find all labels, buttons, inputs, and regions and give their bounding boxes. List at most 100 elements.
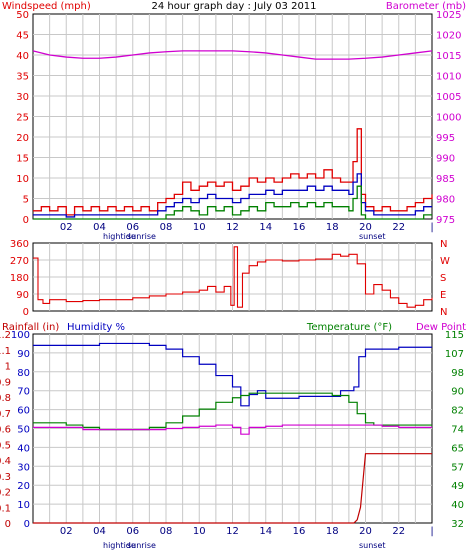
- direction-tick: 270: [10, 256, 29, 267]
- barometer-tick: 1015: [436, 51, 461, 62]
- direction-series: [33, 246, 433, 308]
- humidity-tick: 40: [17, 443, 30, 454]
- wind-tick: 0: [23, 215, 29, 226]
- humidity-y-ticks: 0 10 20 30 40 50 60 70 80 90 100: [11, 330, 30, 530]
- x-tick-label: 12: [226, 526, 239, 537]
- wind-tick: 50: [16, 10, 29, 21]
- x-tick-label: 20: [359, 526, 372, 537]
- barometer-tick: 1025: [436, 10, 461, 21]
- humidity-tick: 80: [17, 368, 30, 379]
- humidity-tick: 70: [17, 387, 30, 398]
- sunset-label: sunset: [359, 232, 386, 241]
- barometer-tick: 995: [436, 133, 455, 144]
- barometer-y-ticks: 975 980 985 990 995 1000 1005 1010 1015 1020 1025: [436, 10, 461, 226]
- series-dewpoint: [33, 424, 432, 435]
- series-gust: [33, 128, 433, 216]
- rain-tick: 0.3: [0, 472, 11, 483]
- temperature-y-ticks: 32 40 49 57 65 74 82 90 98 107 115: [445, 330, 464, 530]
- x-tick-end: |: [430, 526, 433, 537]
- direction-tick: 360: [10, 239, 29, 250]
- rain-tick: 1.2: [0, 330, 11, 341]
- rain-tick: 1: [5, 362, 11, 373]
- temperature-tick: 65: [451, 443, 464, 454]
- temperature-tick: 98: [451, 368, 464, 379]
- humidity-tick: 10: [17, 500, 30, 511]
- barometer-tick: 1020: [436, 31, 461, 42]
- x-tick-label: 02: [60, 526, 73, 537]
- x-tick-label: 22: [392, 526, 405, 537]
- temperature-tick: 57: [451, 462, 464, 473]
- wind-tick: 5: [23, 195, 29, 206]
- rain-tick: 0.6: [0, 425, 11, 436]
- sunrise-label: sunrise: [127, 232, 156, 241]
- sunrise-label-bottom: sunrise: [127, 541, 156, 550]
- temperature-ylabel: Temperature (°F): [306, 322, 392, 333]
- wind-y-ticks: 0 5 10 15 20 25 30 35 40 45 50: [16, 10, 29, 226]
- humidity-tick: 100: [11, 330, 30, 341]
- compass-tick: N: [440, 239, 447, 250]
- wind-tick: 15: [16, 154, 29, 165]
- temperature-tick: 82: [451, 406, 464, 417]
- sunset-label-bottom: sunset: [359, 541, 386, 550]
- humidity-tick: 50: [17, 425, 30, 436]
- x-tick-label: 10: [193, 526, 206, 537]
- compass-tick: E: [440, 290, 446, 301]
- x-tick-label: 08: [160, 222, 173, 233]
- barometer-tick: 1005: [436, 92, 461, 103]
- x-tick-label: 12: [226, 222, 239, 233]
- rain-ylabel: Rainfall (in): [2, 322, 59, 333]
- rain-tick: 0.7: [0, 409, 11, 420]
- humidity-tick: 60: [17, 406, 30, 417]
- wind-x-ticks: 02 04 06 08 10 12 14 16 18 20 22 |: [60, 222, 434, 233]
- temperature-tick: 115: [445, 330, 464, 341]
- temperature-tick: 49: [451, 481, 464, 492]
- x-tick-label: 18: [326, 526, 339, 537]
- series-humidity: [33, 342, 432, 407]
- barometer-tick: 1000: [436, 113, 461, 124]
- x-tick-label: 06: [126, 222, 139, 233]
- series-direction: [33, 246, 433, 308]
- rain-tick: 0.9: [0, 377, 11, 388]
- series-rain: [33, 453, 432, 524]
- hightide-label: hightide: [103, 232, 136, 241]
- humidity-series: [33, 342, 432, 524]
- temperature-tick: 74: [451, 425, 464, 436]
- compass-tick: N: [440, 307, 447, 318]
- x-tick-label: 04: [93, 222, 106, 233]
- x-tick-end: |: [430, 222, 433, 233]
- direction-tick: 90: [16, 290, 29, 301]
- barometer-tick: 980: [436, 195, 455, 206]
- temperature-tick: 90: [451, 387, 464, 398]
- wind-series: [32, 50, 433, 220]
- humidity-ylabel: Humidity %: [67, 322, 125, 333]
- temperature-tick: 40: [451, 500, 464, 511]
- wind-tick: 10: [16, 174, 29, 185]
- hightide-label-bottom: hightide: [103, 541, 136, 550]
- x-tick-label: 02: [60, 222, 73, 233]
- x-tick-label: 16: [293, 222, 306, 233]
- series-barometer: [32, 50, 433, 60]
- humidity-tick: 30: [17, 462, 30, 473]
- temperature-tick: 107: [445, 349, 464, 360]
- wind-tick: 45: [16, 31, 29, 42]
- direction-tick: 180: [10, 273, 29, 284]
- wind-tick: 35: [16, 72, 29, 83]
- compass-tick: W: [440, 256, 450, 267]
- x-tick-label: 04: [93, 526, 106, 537]
- barometer-tick: 975: [436, 215, 455, 226]
- rain-tick: 0.4: [0, 456, 11, 467]
- barometer-ylabel: Barometer (mb): [386, 1, 466, 12]
- rain-tick: 1.1: [0, 346, 11, 357]
- humidity-tick: 0: [24, 519, 30, 530]
- humidity-tick: 90: [17, 349, 30, 360]
- wind-panel: Windspeed (mph) 24 hour graph day : July…: [2, 1, 466, 241]
- x-tick-label: 06: [126, 526, 139, 537]
- x-tick-label: 14: [259, 526, 272, 537]
- temperature-tick: 32: [451, 519, 464, 530]
- x-tick-label: 14: [259, 222, 272, 233]
- barometer-tick: 985: [436, 174, 455, 185]
